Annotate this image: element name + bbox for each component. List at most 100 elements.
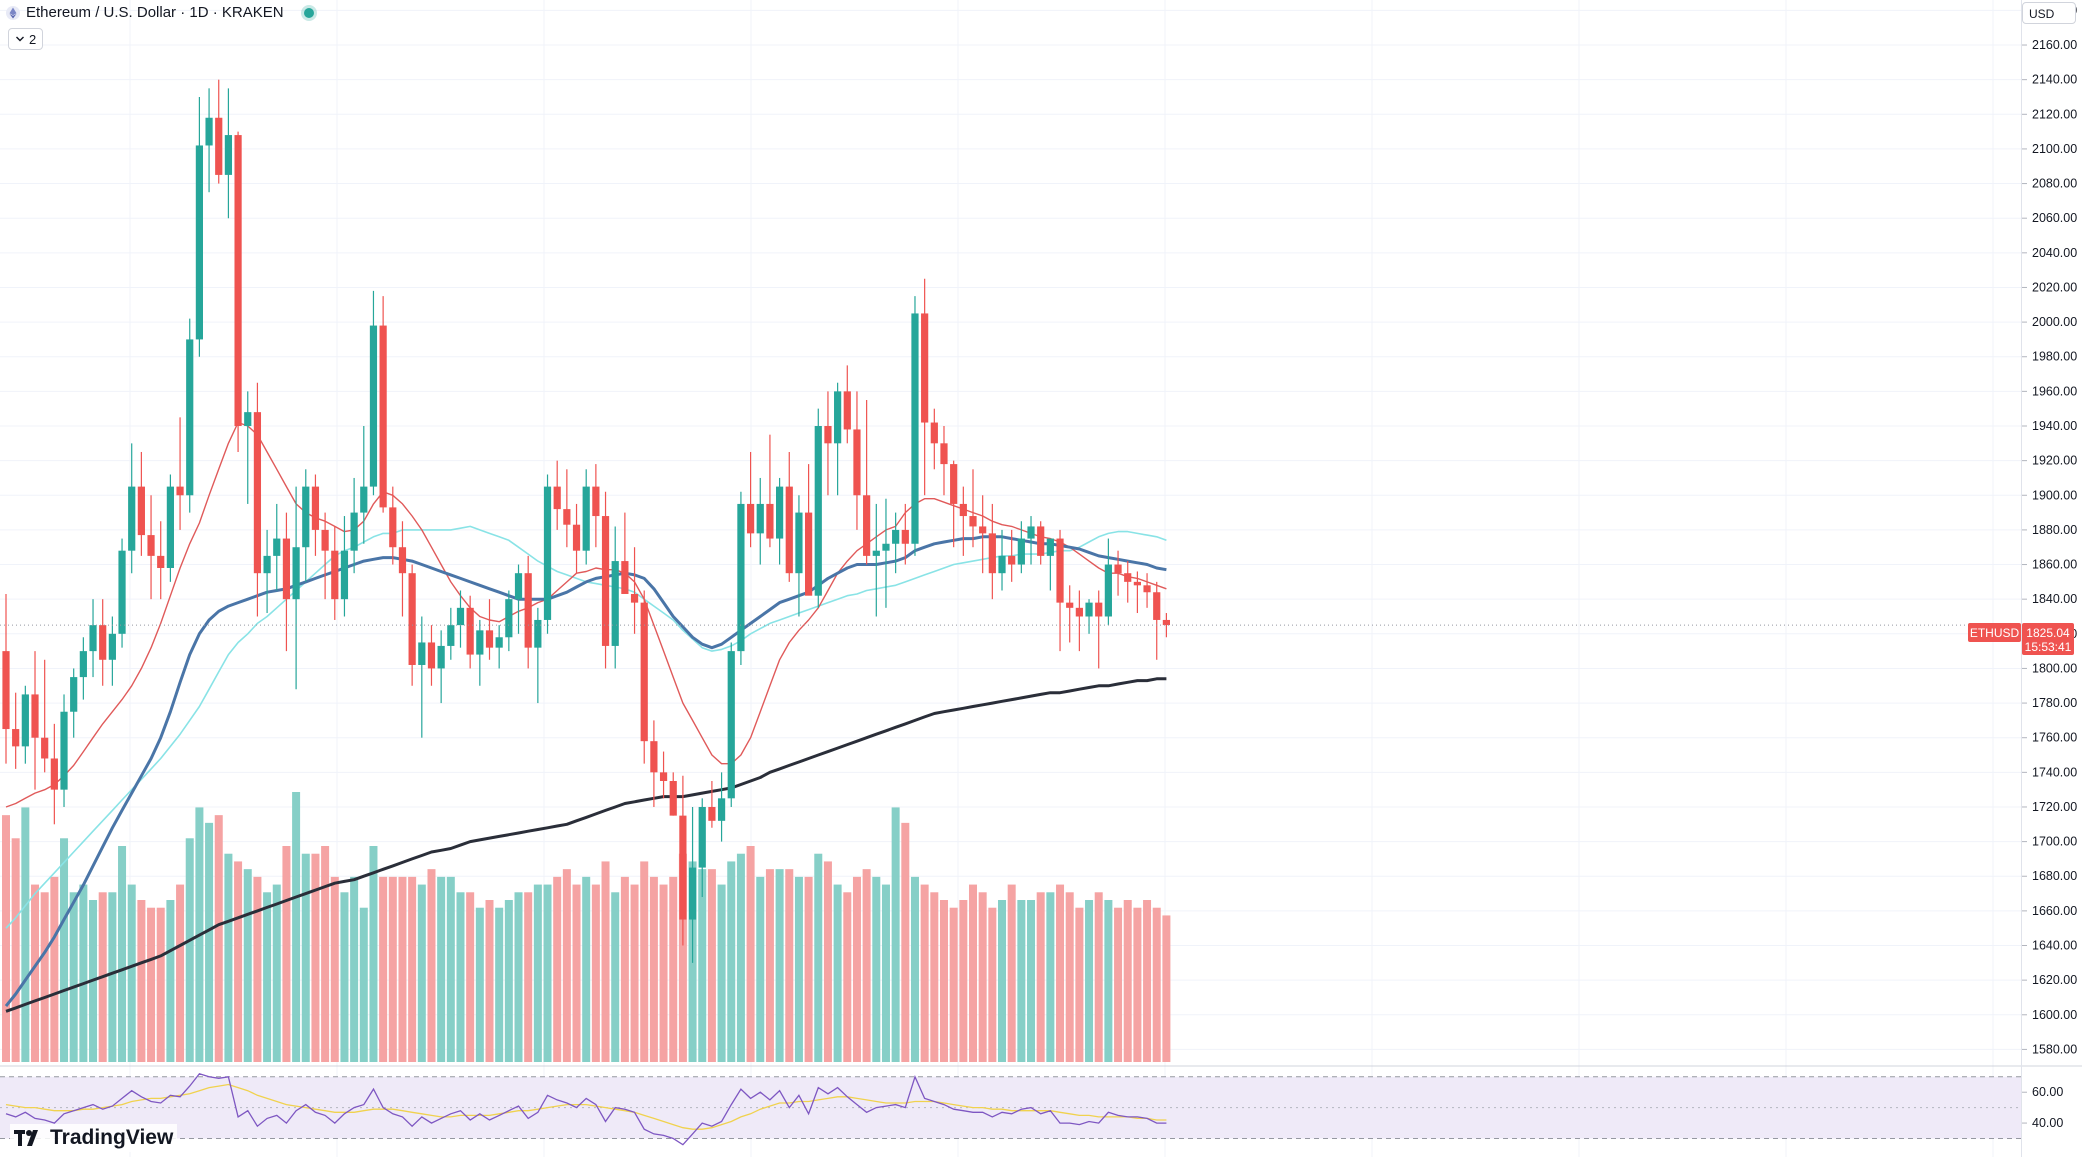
- tradingview-logo[interactable]: TradingView: [10, 1124, 178, 1152]
- price-tick-label: 1640.00: [2032, 939, 2077, 953]
- price-tick-label: 2080.00: [2032, 177, 2077, 191]
- candle-body: [379, 325, 387, 508]
- volume-bar: [717, 884, 726, 1062]
- candle-body: [186, 339, 194, 496]
- volume-bar: [814, 853, 823, 1062]
- volume-bar: [2, 815, 10, 1062]
- volume-bar: [891, 807, 900, 1062]
- price-tick-label: 1880.00: [2032, 523, 2077, 537]
- volume-bar: [301, 853, 310, 1062]
- volume-bar: [272, 884, 281, 1062]
- volume-bar: [108, 892, 117, 1062]
- candle-body: [1133, 581, 1141, 586]
- price-tick-label: 1700.00: [2032, 835, 2077, 849]
- volume-bar: [775, 869, 784, 1062]
- candle-body: [1027, 526, 1035, 539]
- candle-body: [543, 486, 552, 620]
- candle-body: [427, 642, 436, 669]
- candle-body: [611, 561, 619, 646]
- candle-body: [698, 806, 706, 868]
- volume-bar: [11, 838, 20, 1062]
- volume-bar: [456, 892, 465, 1062]
- candle-body: [988, 533, 996, 574]
- candle-body: [650, 741, 658, 773]
- candle-body: [224, 135, 233, 175]
- volume-bar: [707, 869, 716, 1062]
- candle-body: [979, 526, 987, 534]
- price-axis[interactable]: 2180.002160.002140.002120.002100.002080.…: [2021, 0, 2078, 1157]
- candle-body: [21, 694, 29, 747]
- volume-bar: [543, 884, 552, 1062]
- ticker-tag: ETHUSD: [1970, 626, 2020, 640]
- volume-bar: [137, 900, 146, 1062]
- candle-body: [128, 486, 136, 551]
- candle-body: [41, 737, 49, 759]
- candle-body: [1017, 538, 1025, 565]
- volume-bars: [2, 792, 1171, 1062]
- candle-body: [1075, 607, 1083, 617]
- candle-body: [302, 486, 310, 548]
- candle-body: [882, 543, 890, 551]
- price-tag-bg: [2022, 623, 2074, 655]
- candle-body: [60, 711, 68, 790]
- price-tick-label: 2140.00: [2032, 73, 2077, 87]
- rsi-tick-label: 60.00: [2032, 1085, 2063, 1099]
- volume-bar: [156, 907, 165, 1062]
- candle-body: [1085, 602, 1093, 617]
- volume-bar: [562, 869, 571, 1062]
- volume-bar: [611, 892, 620, 1062]
- symbol-legend[interactable]: Ethereum / U.S. Dollar · 1D · KRAKEN: [6, 4, 314, 21]
- volume-bar: [669, 876, 678, 1062]
- price-tick-label: 1840.00: [2032, 592, 2077, 606]
- volume-bar: [514, 892, 523, 1062]
- candle-body: [1056, 538, 1064, 603]
- candle-body: [447, 625, 455, 646]
- price-tick-label: 1980.00: [2032, 350, 2077, 364]
- volume-bar: [524, 892, 533, 1062]
- candle-body: [776, 486, 784, 539]
- volume-bar: [185, 838, 194, 1062]
- volume-bar: [1046, 892, 1055, 1062]
- candle-body: [766, 503, 774, 539]
- volume-bar: [127, 884, 136, 1062]
- currency-selector[interactable]: USD: [2022, 2, 2076, 24]
- candle-body: [389, 507, 397, 548]
- candle-body: [215, 117, 223, 175]
- price-tag: ETHUSD 1825.04 15:53:41: [1968, 623, 2074, 655]
- candle-body: [253, 412, 262, 574]
- grid-lines: [0, 0, 2021, 1157]
- price-tick-label: 1660.00: [2032, 904, 2077, 918]
- volume-bar: [533, 884, 542, 1062]
- volume-bar: [147, 907, 156, 1062]
- volume-bar: [988, 907, 997, 1062]
- candle-body: [921, 313, 929, 423]
- volume-bar: [282, 846, 291, 1062]
- candle-body: [737, 503, 745, 652]
- volume-bar: [1007, 884, 1016, 1062]
- price-tick-label: 2040.00: [2032, 246, 2077, 260]
- candle-body: [669, 781, 677, 816]
- volume-bar: [31, 884, 40, 1062]
- volume-bar: [504, 900, 513, 1062]
- candle-body: [572, 524, 581, 551]
- volume-bar: [224, 853, 233, 1062]
- candle-body: [582, 486, 590, 551]
- candle-body: [563, 509, 571, 525]
- rsi-ma-line: [5, 1083, 1167, 1130]
- volume-bar: [823, 861, 832, 1062]
- candle-body: [12, 729, 20, 747]
- candle-body: [263, 555, 271, 574]
- candle-body: [157, 555, 165, 568]
- volume-bar: [475, 907, 484, 1062]
- collapse-indicators-button[interactable]: 2: [8, 28, 44, 50]
- price-tick-label: 1960.00: [2032, 384, 2077, 398]
- candle-body: [176, 486, 184, 496]
- candle-body: [746, 503, 755, 534]
- volume-bar: [214, 815, 223, 1062]
- price-tick-label: 2060.00: [2032, 211, 2077, 225]
- volume-bar: [50, 876, 59, 1062]
- candle-body: [853, 429, 861, 496]
- rsi-pane: [0, 1065, 2082, 1146]
- candle-body: [795, 512, 803, 574]
